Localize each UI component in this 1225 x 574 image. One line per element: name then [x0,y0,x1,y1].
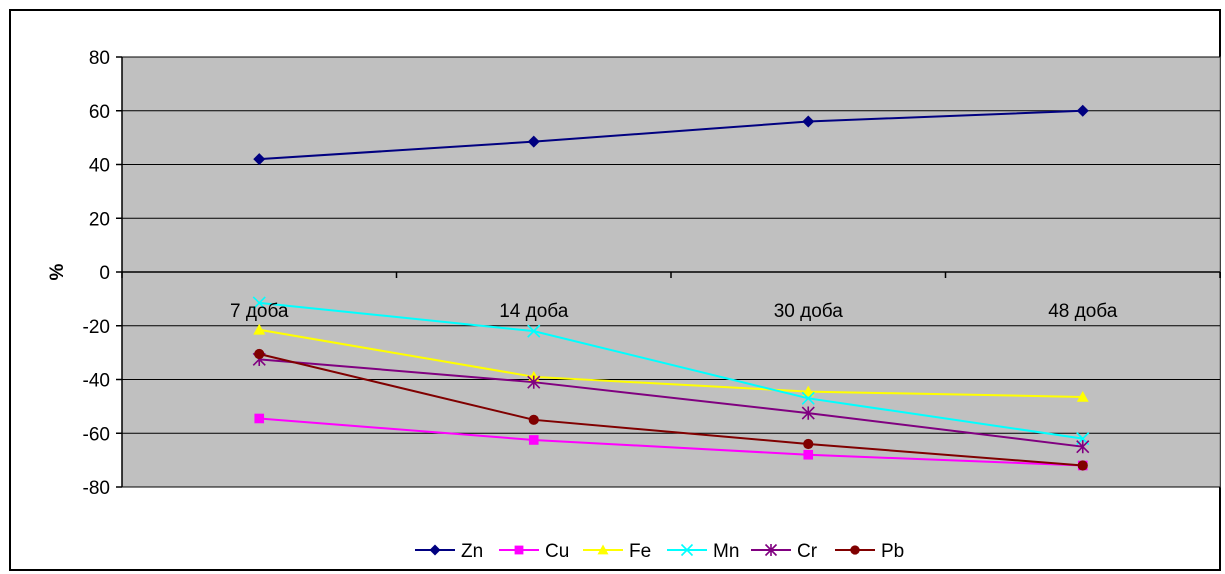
category-labels: 7 доба 14 доба 30 доба 48 доба [230,301,1118,322]
legend-label: Fe [629,541,651,562]
category-label: 48 доба [1048,301,1118,322]
legend-item-zn: Zn [415,541,483,562]
y-tick-label: 40 [89,156,110,177]
x-tick-marks [121,272,1221,278]
y-tick-label: -20 [83,317,110,338]
data-point [803,449,814,460]
legend-item-cr: Cr [751,541,818,562]
data-point [528,435,539,445]
data-point [527,375,541,389]
legend-label: Zn [461,541,483,562]
legend-item-cu: Cu [499,541,569,562]
legend-label: Pb [881,541,904,562]
data-point [527,324,541,338]
legend-label: Mn [713,541,739,562]
legend-item-fe: Fe [583,541,651,562]
y-tick-label: -60 [83,424,110,445]
data-point [1076,390,1089,402]
series-zn [253,104,1089,166]
data-point [253,153,266,166]
data-point [254,348,265,360]
series-line [259,358,1083,448]
data-point [429,544,441,556]
data-point [802,385,815,397]
y-tick-label: 0 [99,263,110,284]
data-point [252,296,266,310]
data-point [253,323,266,335]
y-tick-label: 60 [89,102,110,123]
legend-item-mn: Mn [667,541,739,562]
data-point [254,413,265,424]
legend-item-pb: Pb [835,541,904,562]
data-point [850,545,860,555]
data-point [680,543,694,557]
series-line [259,417,1083,467]
data-point [1077,460,1088,471]
data-point [764,543,778,557]
y-tick-label: -40 [83,371,110,392]
data-point [528,414,539,425]
category-label: 7 доба [230,301,289,322]
data-point [801,391,815,405]
data-point [1076,440,1090,454]
legend: Zn Cu Fe Mn Cr Pb [415,541,904,562]
data-point [527,135,540,148]
data-point [802,115,815,128]
data-point [803,438,814,450]
data-point [597,544,609,555]
y-axis-label: % [47,263,68,280]
legend-label: Cr [797,541,818,562]
series-lines [252,104,1090,471]
legend-label: Cu [545,541,569,562]
series-pb [254,348,1088,471]
series-line [259,352,1083,467]
y-tick-label: -80 [83,478,110,499]
y-tick-label: 80 [89,48,110,69]
y-tick-labels: 80 60 40 20 0 -20 -40 -60 -80 [83,48,122,499]
series-line [259,301,1083,440]
series-line [259,109,1083,161]
category-label: 30 доба [774,301,844,322]
data-point [801,406,815,420]
y-tick-label: 20 [89,209,110,230]
series-line [259,328,1083,398]
data-point [514,545,524,555]
data-point [1076,104,1089,117]
category-label: 14 доба [499,301,569,322]
